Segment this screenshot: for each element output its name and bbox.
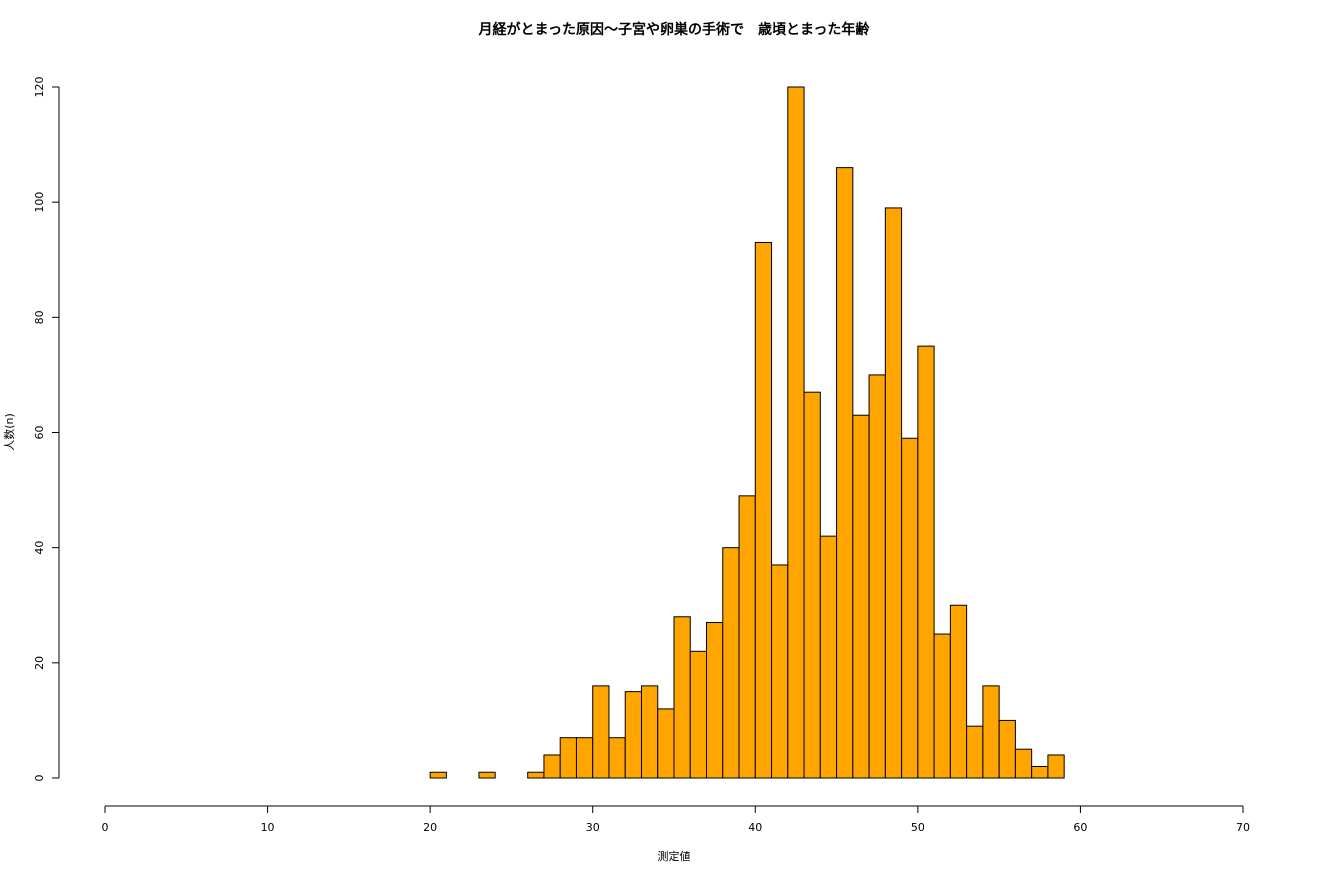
- bar: [559, 737, 577, 779]
- bar: [543, 754, 561, 779]
- bar: [575, 737, 594, 779]
- bar: [836, 167, 854, 779]
- bar: [673, 616, 691, 779]
- bar: [1047, 754, 1065, 779]
- bar: [608, 737, 626, 779]
- bar: [1031, 765, 1049, 779]
- bar: [966, 725, 984, 779]
- bar: [478, 771, 496, 779]
- bar: [657, 708, 675, 779]
- bar: [933, 633, 951, 779]
- bar: [901, 437, 919, 779]
- bar: [722, 547, 740, 779]
- bar: [640, 685, 659, 779]
- bar: [527, 771, 545, 779]
- bar: [949, 604, 968, 779]
- y-tick-label: 0: [33, 775, 46, 782]
- y-tick-label: 80: [33, 310, 46, 324]
- y-tick-label: 120: [33, 77, 46, 98]
- bar: [852, 414, 870, 779]
- y-tick-label: 60: [33, 426, 46, 440]
- bar: [803, 391, 821, 779]
- bar: [982, 685, 1000, 779]
- x-tick-label: 40: [748, 821, 762, 834]
- bar: [868, 374, 886, 779]
- bar: [706, 622, 724, 779]
- x-tick-label: 50: [911, 821, 925, 834]
- bar: [754, 241, 773, 779]
- bar: [429, 771, 447, 779]
- bar: [1014, 748, 1033, 779]
- bar: [884, 207, 903, 779]
- x-axis-label: 測定値: [658, 849, 691, 863]
- y-tick-label: 100: [33, 192, 46, 213]
- bar: [819, 535, 838, 779]
- y-tick-label: 20: [33, 656, 46, 670]
- x-tick-label: 10: [261, 821, 275, 834]
- x-tick-label: 70: [1236, 821, 1250, 834]
- bar: [624, 691, 642, 779]
- bar: [787, 86, 805, 779]
- chart-title: 月経がとまった原因〜子宮や卵巣の手術で 歳頃とまった年齢: [478, 21, 871, 38]
- bar: [771, 564, 789, 779]
- bar: [592, 685, 610, 779]
- x-tick-label: 60: [1073, 821, 1087, 834]
- x-tick-label: 30: [586, 821, 600, 834]
- bar: [738, 495, 756, 779]
- y-axis-label: 人数(n): [3, 413, 16, 451]
- bar: [917, 345, 935, 779]
- y-tick-label: 40: [33, 541, 46, 555]
- bar: [998, 719, 1016, 779]
- x-tick-label: 0: [102, 821, 109, 834]
- bar: [689, 650, 708, 779]
- x-tick-label: 20: [423, 821, 437, 834]
